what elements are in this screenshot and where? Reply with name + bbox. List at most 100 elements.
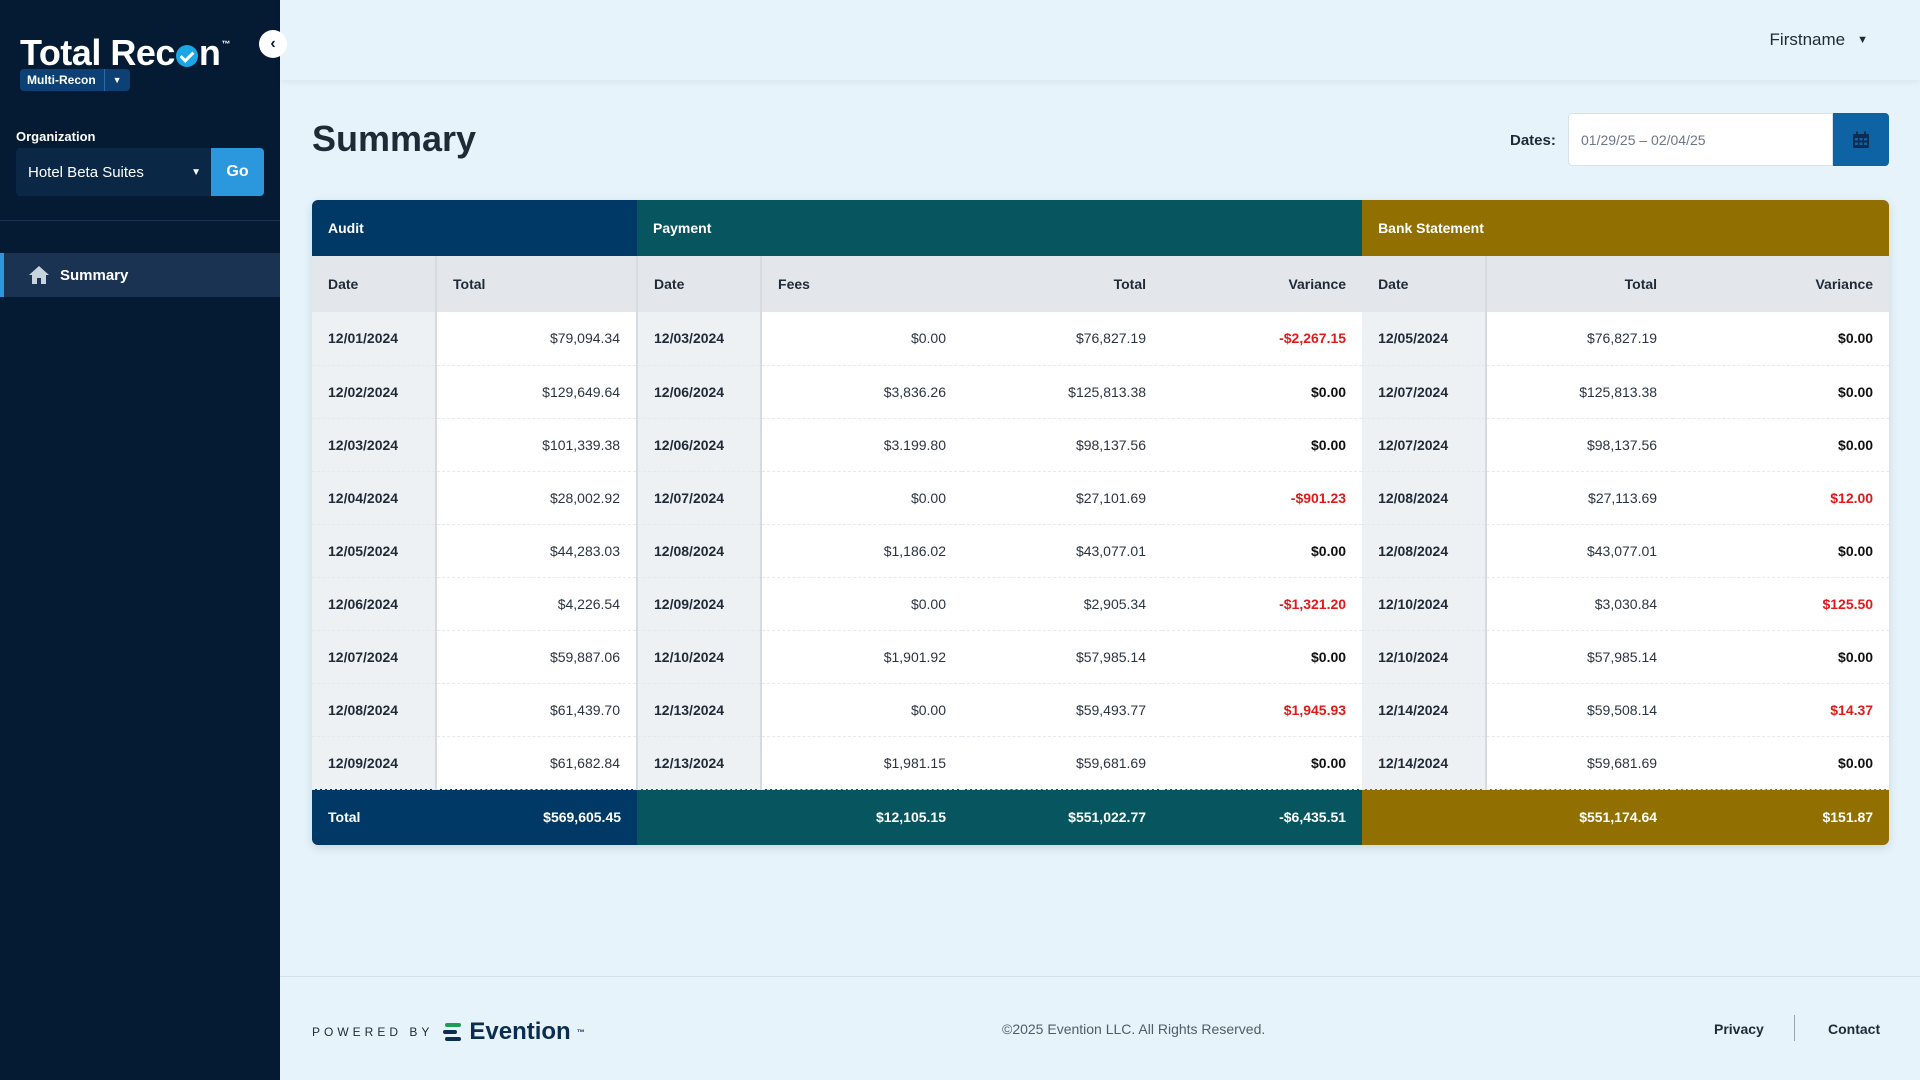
- bank-date-cell: 12/07/2024: [1362, 365, 1487, 419]
- bank-total-cell: $125,813.38: [1485, 365, 1674, 419]
- audit-total-cell: $28,002.92: [434, 471, 638, 525]
- calendar-button[interactable]: [1833, 113, 1889, 166]
- column-header-bank-date[interactable]: Date: [1362, 256, 1487, 312]
- contact-link[interactable]: Contact: [1828, 1021, 1881, 1037]
- footer-divider: [280, 976, 1920, 977]
- sidebar: Total Rec n™ Multi-Recon ▼ Organization H…: [0, 0, 280, 1080]
- payment-fees-cell: $1,981.15: [760, 736, 963, 790]
- payment-total-cell: $125,813.38: [962, 365, 1163, 419]
- app-logo[interactable]: Total Rec n™: [20, 32, 230, 73]
- column-header-payment-total[interactable]: Total: [962, 256, 1163, 312]
- bank-date-cell: 12/05/2024: [1362, 312, 1487, 366]
- table-row: 12/08/2024 $61,439.70 12/13/2024 $0.00 $…: [312, 683, 1889, 737]
- date-range-input[interactable]: 01/29/25 – 02/04/25: [1568, 113, 1833, 166]
- mode-select-label: Multi-Recon: [20, 69, 105, 91]
- sidebar-item-summary[interactable]: Summary: [0, 253, 280, 297]
- payment-date-cell: 12/08/2024: [636, 524, 762, 578]
- payment-total-cell: $27,101.69: [962, 471, 1163, 525]
- user-menu[interactable]: Firstname ▼: [1770, 30, 1868, 50]
- totals-payment-total: $551,022.77: [962, 789, 1163, 845]
- payment-fees-cell: $0.00: [760, 577, 963, 631]
- payment-variance-cell: $0.00: [1162, 630, 1363, 684]
- column-header-audit-date[interactable]: Date: [312, 256, 436, 312]
- payment-fees-cell: $3,836.26: [760, 365, 963, 419]
- payment-date-cell: 12/06/2024: [636, 418, 762, 472]
- column-header-payment-fees[interactable]: Fees: [760, 256, 963, 312]
- payment-fees-cell: $0.00: [760, 312, 963, 366]
- column-header-payment-date[interactable]: Date: [636, 256, 762, 312]
- evention-brand-text: Evention: [469, 1018, 571, 1045]
- audit-date-cell: 12/01/2024: [312, 312, 436, 366]
- privacy-link[interactable]: Privacy: [1714, 1021, 1764, 1037]
- dates-label: Dates:: [1510, 132, 1556, 149]
- column-header-bank-total[interactable]: Total: [1485, 256, 1674, 312]
- powered-by-text: POWERED BY: [312, 1025, 434, 1039]
- audit-date-cell: 12/03/2024: [312, 418, 436, 472]
- caret-down-icon: ▼: [191, 166, 201, 178]
- bank-total-cell: $98,137.56: [1485, 418, 1674, 472]
- bank-date-cell: 12/08/2024: [1362, 524, 1487, 578]
- group-header-bank-statement: Bank Statement: [1362, 200, 1889, 256]
- payment-fees-cell: $3.199.80: [760, 418, 963, 472]
- bank-date-cell: 12/14/2024: [1362, 736, 1487, 790]
- payment-total-cell: $59,681.69: [962, 736, 1163, 790]
- payment-total-cell: $59,493.77: [962, 683, 1163, 737]
- audit-total-cell: $129,649.64: [434, 365, 638, 419]
- audit-total-cell: $79,094.34: [434, 312, 638, 366]
- mode-select[interactable]: Multi-Recon ▼: [20, 69, 130, 91]
- audit-date-cell: 12/07/2024: [312, 630, 436, 684]
- audit-date-cell: 12/05/2024: [312, 524, 436, 578]
- group-header-audit: Audit: [312, 200, 638, 256]
- column-header-bank-variance[interactable]: Variance: [1673, 256, 1889, 312]
- payment-variance-cell: -$2,267.15: [1162, 312, 1363, 366]
- table-row: 12/04/2024 $28,002.92 12/07/2024 $0.00 $…: [312, 471, 1889, 525]
- organization-select[interactable]: Hotel Beta Suites ▼: [16, 148, 211, 196]
- chevron-left-icon[interactable]: ‹: [259, 30, 287, 58]
- bank-variance-cell: $0.00: [1673, 418, 1889, 472]
- audit-total-cell: $61,439.70: [434, 683, 638, 737]
- bank-date-cell: 12/07/2024: [1362, 418, 1487, 472]
- table-row: 12/01/2024 $79,094.34 12/03/2024 $0.00 $…: [312, 312, 1889, 366]
- audit-total-cell: $4,226.54: [434, 577, 638, 631]
- table-row: 12/02/2024 $129,649.64 12/06/2024 $3,836…: [312, 365, 1889, 419]
- payment-date-cell: 12/06/2024: [636, 365, 762, 419]
- copyright: ©2025 Evention LLC. All Rights Reserved.: [1002, 1021, 1266, 1037]
- table-row: 12/03/2024 $101,339.38 12/06/2024 $3.199…: [312, 418, 1889, 472]
- payment-variance-cell: -$1,321.20: [1162, 577, 1363, 631]
- bank-total-cell: $59,508.14: [1485, 683, 1674, 737]
- bank-date-cell: 12/08/2024: [1362, 471, 1487, 525]
- payment-variance-cell: $0.00: [1162, 365, 1363, 419]
- bank-variance-cell: $0.00: [1673, 630, 1889, 684]
- payment-variance-cell: $0.00: [1162, 736, 1363, 790]
- table-row: 12/07/2024 $59,887.06 12/10/2024 $1,901.…: [312, 630, 1889, 684]
- summary-table: Audit Payment Bank Statement Date Total …: [312, 200, 1889, 845]
- totals-row: Total $569,605.45 $12,105.15 $551,022.77…: [312, 789, 1889, 845]
- payment-total-cell: $76,827.19: [962, 312, 1163, 366]
- go-button[interactable]: Go: [211, 148, 264, 196]
- payment-date-cell: 12/10/2024: [636, 630, 762, 684]
- audit-date-cell: 12/08/2024: [312, 683, 436, 737]
- totals-payment-fees: $12,105.15: [761, 789, 963, 845]
- column-header-payment-variance[interactable]: Variance: [1162, 256, 1363, 312]
- evention-logo[interactable]: Evention ™: [443, 1018, 585, 1046]
- totals-payment-date-empty: [637, 789, 762, 845]
- payment-date-cell: 12/07/2024: [636, 471, 762, 525]
- bank-variance-cell: $0.00: [1673, 524, 1889, 578]
- bank-total-cell: $76,827.19: [1485, 312, 1674, 366]
- audit-total-cell: $44,283.03: [434, 524, 638, 578]
- top-bar: Firstname ▼: [280, 0, 1920, 80]
- totals-label: Total: [312, 789, 436, 845]
- totals-bank-date-empty: [1362, 789, 1487, 845]
- bank-total-cell: $57,985.14: [1485, 630, 1674, 684]
- totals-bank-variance: $151.87: [1673, 789, 1889, 845]
- bank-total-cell: $59,681.69: [1485, 736, 1674, 790]
- payment-variance-cell: $0.00: [1162, 418, 1363, 472]
- payment-total-cell: $43,077.01: [962, 524, 1163, 578]
- totals-bank-total: $551,174.64: [1486, 789, 1674, 845]
- payment-total-cell: $98,137.56: [962, 418, 1163, 472]
- audit-total-cell: $101,339.38: [434, 418, 638, 472]
- payment-variance-cell: $1,945.93: [1162, 683, 1363, 737]
- payment-fees-cell: $0.00: [760, 471, 963, 525]
- payment-variance-cell: -$901.23: [1162, 471, 1363, 525]
- column-header-audit-total[interactable]: Total: [434, 256, 638, 312]
